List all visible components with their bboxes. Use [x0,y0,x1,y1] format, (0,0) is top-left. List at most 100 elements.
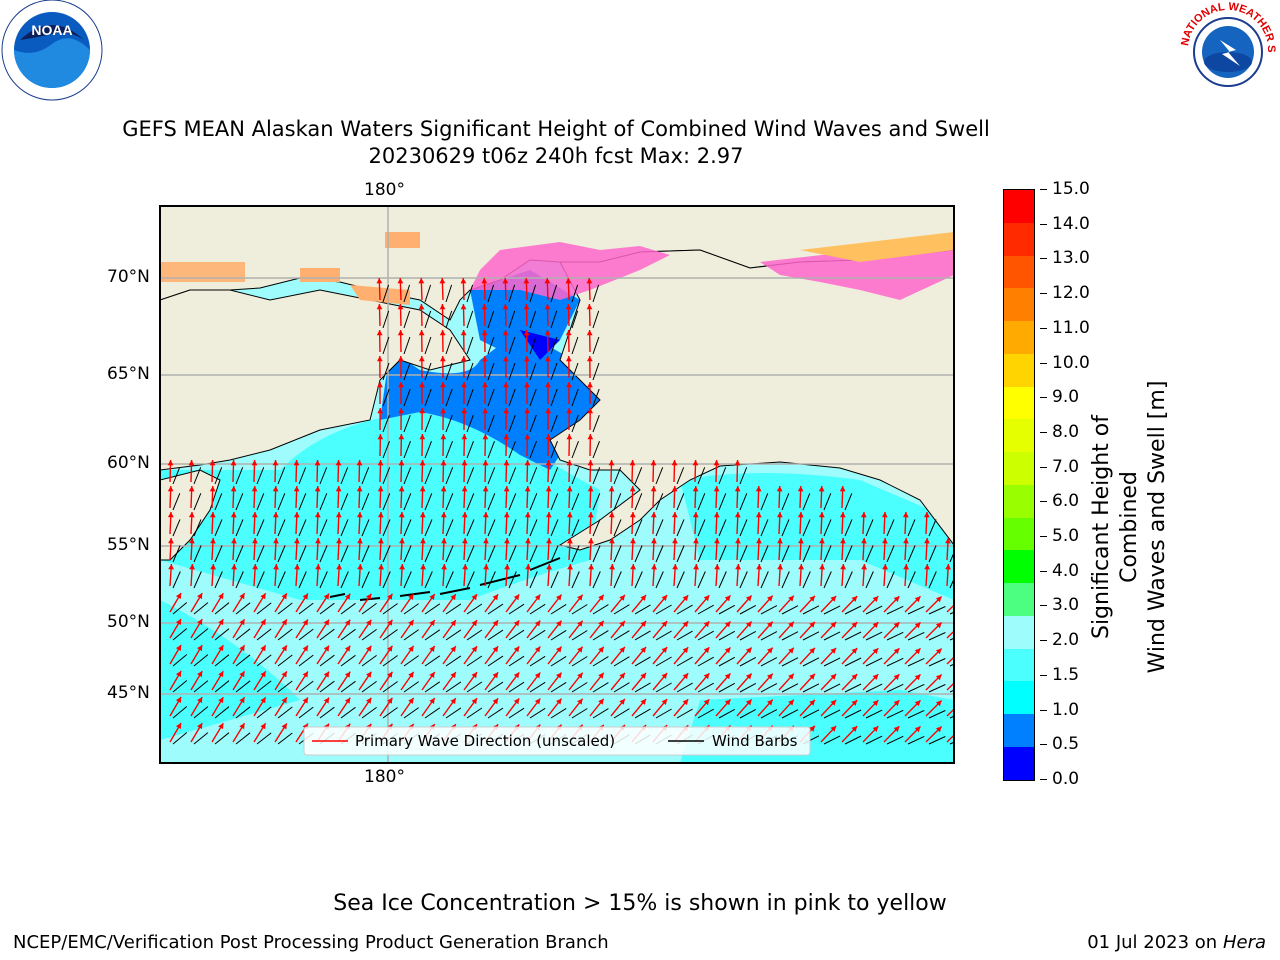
wind-barb [529,519,538,537]
wind-barb [235,706,251,719]
wave-arrow-head [398,356,404,362]
wave-arrow-head [168,564,174,570]
wave-arrow-head [544,278,551,284]
wave-arrow-head [441,564,447,570]
wave-arrow-head [577,594,583,601]
wave-arrow-head [682,621,689,628]
wave-arrow-head [840,564,846,570]
wind-barb [718,682,736,693]
wind-barb [256,732,272,745]
wave-arrow-head [408,645,414,652]
wind-barb [676,467,685,485]
wind-barb [235,545,244,563]
wind-barb [676,571,685,589]
wave-arrow-head [861,538,867,544]
wind-barb [928,658,946,667]
colorbar-tick-mark [1040,744,1047,746]
ocean-deep-patch [520,330,560,360]
wind-barb [256,493,265,511]
wave-arrow-head [629,512,636,518]
wind-barb [529,415,537,433]
wind-barb [613,708,630,719]
wave-arrow-head [377,382,383,388]
wave-arrow-head [872,674,879,680]
wave-arrow-head [504,564,510,570]
wind-barb [214,732,230,745]
wind-barb [676,682,693,693]
wind-barb [214,706,230,719]
wind-barb [172,706,188,719]
wave-arrow-head [587,408,594,414]
wind-barb [739,467,748,485]
wave-arrow-head [481,330,488,336]
wave-arrow-head [735,564,741,570]
wave-arrow-head [755,486,762,492]
wave-arrow-head [851,674,858,680]
wave-arrow-head [935,700,942,707]
wave-arrow-head [429,672,435,678]
wave-arrow-head [830,726,837,732]
wind-barb [760,709,778,719]
wave-arrow-head [461,460,468,466]
colorbar-tick-mark [1040,640,1047,642]
wind-barb [739,708,757,719]
wave-arrow-head [387,645,393,652]
wave-arrow-head [903,538,909,544]
wind-barb [214,654,230,667]
wave-arrow-head [619,698,625,705]
wind-barb [655,656,672,667]
wave-arrow-head [251,460,258,466]
wave-arrow-head [461,434,468,440]
wave-arrow-head [640,673,646,679]
wave-arrow-head [167,512,174,518]
wave-arrow-head [935,622,942,629]
wind-barb [844,545,853,563]
wave-arrow-head [335,512,342,518]
wave-arrow-head [397,278,404,284]
wind-barb [214,571,223,589]
wind-barb [361,654,377,667]
wind-barb [739,656,757,667]
wave-arrow-head [608,460,615,466]
wave-arrow-head [197,645,203,652]
wave-arrow-head [218,593,224,600]
wind-barb [550,571,559,589]
wave-arrow-head [565,278,572,284]
wind-barb [466,284,474,303]
wind-barb [508,707,525,719]
wave-arrow-head [461,486,468,492]
wind-barb [319,706,335,719]
wind-barb [697,604,714,615]
wind-barb [865,631,883,641]
wave-arrow-head [293,486,300,492]
wave-arrow-head [893,726,900,733]
wave-arrow-head [957,701,963,707]
wind-barb [949,689,954,693]
wind-barb [403,681,419,693]
wind-barb [886,631,904,641]
wind-barb [319,545,328,563]
wind-barb [865,709,883,719]
wave-arrow-head [556,672,562,679]
wind-barb [445,493,454,511]
wave-arrow-head [239,697,245,704]
wave-arrow-head [525,564,531,570]
wind-barb [424,362,432,381]
wave-arrow-head [586,278,593,284]
wind-barb [487,388,495,407]
wind-barb [340,706,356,719]
wind-barb [592,493,601,511]
wind-barb [676,656,693,667]
wave-arrow-head [218,697,224,704]
wind-barb [403,519,412,537]
wind-barb [571,519,580,537]
wave-arrow-head [767,595,773,602]
wave-arrow-head [534,620,541,627]
wind-barb [529,493,538,511]
wind-barb [319,602,335,615]
wave-arrow-head [378,538,384,544]
wave-arrow-head [566,382,572,388]
wind-barb [235,628,251,641]
colorbar-tick-label: 15.0 [1052,179,1090,199]
wave-arrow-head [524,434,531,440]
